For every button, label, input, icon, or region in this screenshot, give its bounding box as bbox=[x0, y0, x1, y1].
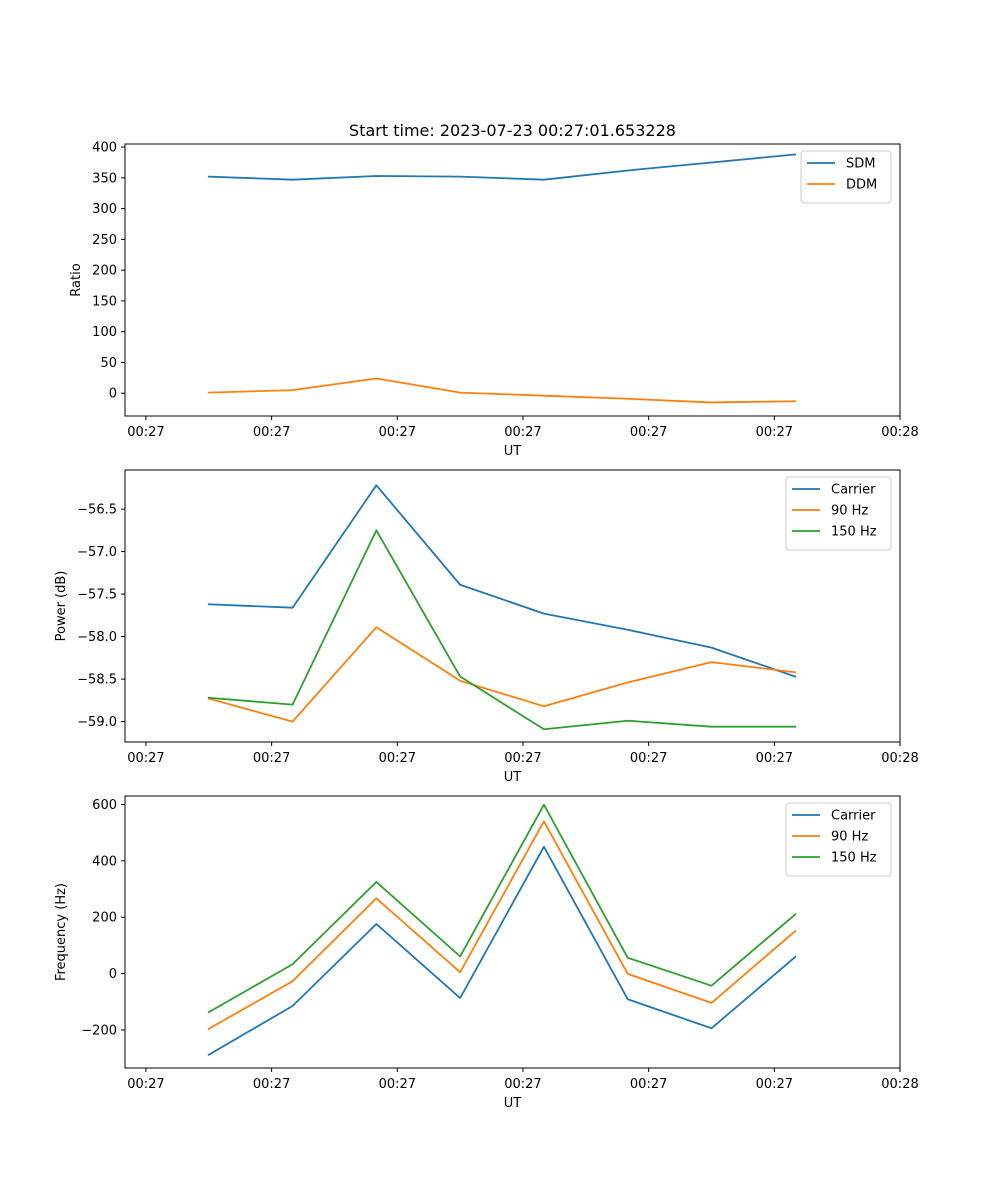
subplot-1: Start time: 2023-07-23 00:27:01.65322800… bbox=[69, 121, 919, 459]
legend-box bbox=[800, 150, 892, 204]
y-axis-label: Ratio bbox=[69, 263, 84, 296]
x-axis-label: UT bbox=[504, 1096, 522, 1111]
y-tick-label: 200 bbox=[92, 264, 117, 279]
x-tick-label: 00:27 bbox=[630, 751, 667, 766]
x-tick-label: 00:27 bbox=[756, 1077, 793, 1092]
x-tick-label: 00:27 bbox=[756, 751, 793, 766]
x-axis-label: UT bbox=[504, 444, 522, 459]
x-axis-label: UT bbox=[504, 770, 522, 785]
x-tick-label: 00:27 bbox=[253, 1077, 290, 1092]
legend-label: 90 Hz bbox=[831, 504, 868, 519]
y-tick-label: 400 bbox=[92, 854, 117, 869]
y-tick-label: −200 bbox=[81, 1023, 117, 1038]
axes-frame bbox=[124, 143, 901, 417]
y-tick-label: 0 bbox=[109, 387, 117, 402]
subplot-2: 00:27 00:27 00:27 00:27 00:27 00:27 00:28 −59.0… bbox=[54, 469, 919, 785]
legend-label: 90 Hz bbox=[831, 830, 868, 845]
x-tick-label: 00:27 bbox=[379, 1077, 416, 1092]
y-tick-label: −58.5 bbox=[77, 673, 117, 688]
y-tick-label: 250 bbox=[92, 233, 117, 248]
x-tick-label: 00:27 bbox=[630, 425, 667, 440]
series-line-ddm bbox=[207, 377, 797, 404]
x-tick-label: 00:28 bbox=[881, 751, 918, 766]
y-tick-label: 400 bbox=[92, 141, 117, 156]
x-tick-label: 00:27 bbox=[756, 425, 793, 440]
y-tick-label: 600 bbox=[92, 798, 117, 813]
series-line-90-hz bbox=[207, 626, 797, 723]
legend-label: Carrier bbox=[831, 483, 876, 498]
legend-label: DDM bbox=[846, 178, 877, 193]
series-line-carrier bbox=[207, 484, 797, 678]
x-tick-label: 00:27 bbox=[253, 751, 290, 766]
legend: SDM DDM bbox=[800, 150, 892, 204]
y-tick-label: 150 bbox=[92, 294, 117, 309]
series-line-150-hz bbox=[207, 803, 797, 1014]
axes-frame bbox=[124, 795, 901, 1069]
x-tick-label: 00:27 bbox=[630, 1077, 667, 1092]
legend-label: SDM bbox=[846, 157, 875, 172]
legend: Carrier 90 Hz 150 Hz bbox=[785, 476, 892, 551]
x-tick-label: 00:28 bbox=[881, 425, 918, 440]
y-tick-label: −59.0 bbox=[77, 715, 117, 730]
x-tick-label: 00:27 bbox=[127, 425, 164, 440]
y-tick-label: 350 bbox=[92, 171, 117, 186]
x-tick-label: 00:27 bbox=[253, 425, 290, 440]
y-tick-label: −57.5 bbox=[77, 588, 117, 603]
x-tick-label: 00:27 bbox=[127, 751, 164, 766]
series-line-90-hz bbox=[207, 820, 797, 1031]
axes-frame bbox=[124, 469, 901, 743]
x-tick-label: 00:27 bbox=[379, 425, 416, 440]
y-tick-label: −56.5 bbox=[77, 503, 117, 518]
x-tick-label: 00:28 bbox=[881, 1077, 918, 1092]
y-tick-label: 100 bbox=[92, 325, 117, 340]
y-tick-label: 200 bbox=[92, 911, 117, 926]
x-tick-label: 00:27 bbox=[504, 1077, 541, 1092]
x-tick-label: 00:27 bbox=[504, 751, 541, 766]
x-tick-label: 00:27 bbox=[127, 1077, 164, 1092]
series-line-150-hz bbox=[207, 529, 797, 731]
y-tick-label: 300 bbox=[92, 202, 117, 217]
legend: Carrier 90 Hz 150 Hz bbox=[785, 802, 892, 877]
y-axis-label: Frequency (Hz) bbox=[54, 883, 69, 981]
y-tick-label: −57.0 bbox=[77, 545, 117, 560]
y-tick-label: −58.0 bbox=[77, 630, 117, 645]
x-tick-label: 00:27 bbox=[504, 425, 541, 440]
legend-label: 150 Hz bbox=[831, 525, 877, 540]
series-line-carrier bbox=[207, 845, 797, 1056]
chart-title: Start time: 2023-07-23 00:27:01.653228 bbox=[349, 121, 676, 140]
x-tick-label: 00:27 bbox=[379, 751, 416, 766]
series-line-sdm bbox=[207, 153, 797, 181]
legend-label: Carrier bbox=[831, 809, 876, 824]
legend-label: 150 Hz bbox=[831, 851, 877, 866]
subplot-3: 00:27 00:27 00:27 00:27 00:27 00:27 00:28 −200 0… bbox=[54, 795, 919, 1111]
y-axis-label: Power (dB) bbox=[54, 571, 69, 642]
y-tick-label: 50 bbox=[100, 356, 117, 371]
y-tick-label: 0 bbox=[109, 967, 117, 982]
